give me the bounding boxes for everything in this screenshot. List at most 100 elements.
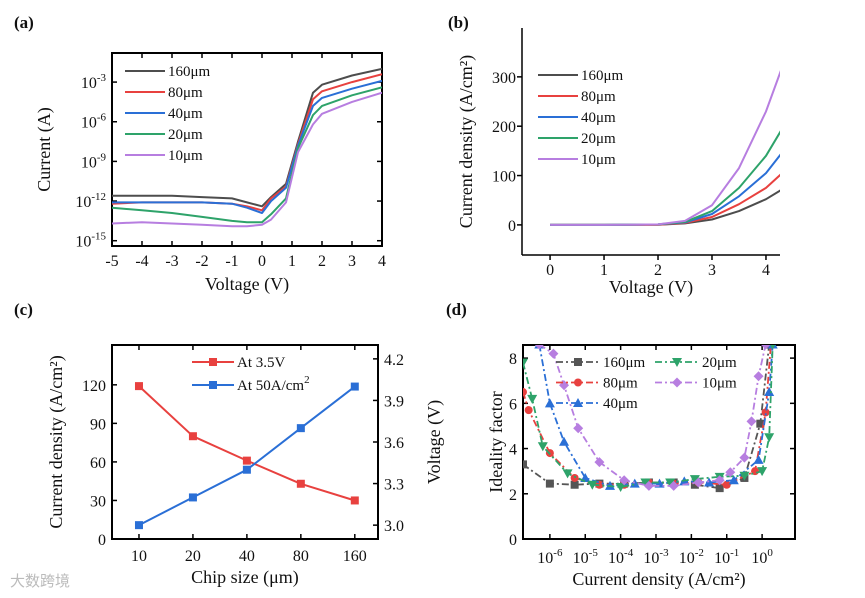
square-marker	[242, 456, 251, 465]
x-tick-label: 40	[239, 548, 255, 565]
y-tick-label: 60	[90, 455, 106, 472]
circle-marker	[574, 378, 582, 387]
y-right-axis-title: Voltage (V)	[424, 400, 445, 484]
circle-marker	[761, 408, 770, 417]
y-axis-title: Current density (A/cm²)	[456, 55, 477, 228]
y-tick-label: 6	[509, 396, 517, 413]
square-marker	[188, 493, 197, 502]
legend-item: 10μm	[125, 148, 203, 164]
panel-label-a: (a)	[14, 13, 34, 32]
series-layer	[523, 345, 778, 493]
x-axis-title: Voltage (V)	[609, 277, 693, 298]
diamond-marker	[672, 377, 682, 388]
x-tick-label: -5	[105, 253, 118, 270]
triangle-up-marker	[764, 387, 775, 397]
legend-item: 40μm	[125, 106, 203, 122]
legend-label: 160μm	[168, 64, 211, 80]
legend-item: 80μm	[556, 376, 638, 392]
series-line-10μm	[112, 91, 382, 228]
circle-marker	[524, 406, 533, 415]
y-tick-label: 90	[90, 416, 106, 433]
square-marker	[545, 479, 554, 488]
series-line-10μm	[550, 70, 780, 226]
x-axis-title: Current density (A/cm²)	[572, 569, 745, 590]
diamond-marker	[714, 475, 725, 486]
legend-label: 20μm	[168, 127, 203, 143]
x-tick-label: 2	[654, 262, 662, 279]
x-tick-label: 10	[131, 548, 147, 565]
legend-item: 20μm	[125, 127, 203, 143]
legend-label: 10μm	[581, 152, 616, 168]
square-marker	[756, 419, 765, 428]
diamond-marker	[725, 467, 736, 478]
legend-label: At 50A/cm2	[237, 374, 310, 394]
diamond-marker	[548, 348, 559, 359]
diamond-marker	[753, 371, 764, 382]
triangle-down-marker	[523, 358, 528, 368]
legend-label: 80μm	[581, 89, 616, 105]
x-tick-label: 80	[293, 548, 309, 565]
square-marker	[350, 382, 359, 391]
series-line-160μm	[112, 67, 382, 208]
triangle-down-marker	[665, 478, 676, 488]
square-marker	[296, 479, 305, 488]
legend-item: 20μm	[655, 355, 737, 371]
triangle-down-marker	[672, 358, 682, 367]
triangle-up-marker	[728, 475, 739, 485]
triangle-down-marker	[640, 478, 651, 488]
panel-c-chip-size: 10 20 40 80 160 0 30 60 90 120 3.0 3.3 3.6 3.9 4.2 Volt…	[46, 344, 445, 588]
x-tick-label: -3	[165, 253, 178, 270]
legend-item: 160μm	[556, 355, 646, 371]
x-tick-label: 3	[348, 253, 356, 270]
x-tick-label: 20	[185, 548, 201, 565]
y-right-tick-label: 3.0	[384, 518, 404, 535]
legend-item: 80μm	[538, 89, 616, 105]
square-marker	[188, 432, 197, 441]
legend-label: 160μm	[603, 355, 646, 371]
square-marker	[209, 358, 217, 366]
y-tick-label: 4	[509, 442, 517, 459]
x-tick-label: -1	[225, 253, 238, 270]
x-tick-label: 3	[708, 262, 716, 279]
legend-item: 160μm	[125, 64, 211, 80]
y-tick-label: 300	[492, 70, 516, 87]
square-marker	[134, 521, 143, 530]
y-axis-title: Current density (A/cm²)	[46, 355, 67, 528]
x-tick-label: 0	[546, 262, 554, 279]
x-tick-label: 4	[378, 253, 386, 270]
square-marker	[134, 382, 143, 391]
y-right-tick-label: 3.9	[384, 393, 404, 410]
legend-item: 40μm	[538, 110, 616, 126]
triangle-down-marker	[764, 433, 775, 443]
triangle-down-marker	[562, 469, 573, 479]
diamond-marker	[619, 475, 630, 486]
triangle-down-marker	[770, 345, 776, 350]
legend-label: 40μm	[603, 396, 638, 412]
square-marker	[209, 381, 217, 389]
x-tick-label: 1	[600, 262, 608, 279]
legend-item: At 3.5V	[192, 355, 286, 371]
y-tick-label: 2	[509, 487, 517, 504]
x-tick-label: 4	[762, 262, 770, 279]
legend-label: 10μm	[702, 376, 737, 392]
triangle-down-marker	[537, 442, 548, 452]
diamond-marker	[739, 452, 750, 463]
x-tick-label: 0	[258, 253, 266, 270]
series-layer	[134, 382, 359, 530]
series-layer	[112, 67, 382, 228]
legend-item: 20μm	[538, 131, 616, 147]
circle-marker	[722, 480, 731, 489]
x-axis-title: Chip size (μm)	[191, 567, 299, 588]
y-tick-label: 8	[509, 351, 517, 368]
legend-item: 40μm	[556, 396, 638, 412]
y-axis-title: Current (A)	[34, 107, 55, 191]
x-tick-label: 1	[288, 253, 296, 270]
y-right-tick-label: 3.6	[384, 435, 404, 452]
legend-item: 80μm	[125, 85, 203, 101]
diamond-marker	[761, 345, 771, 350]
legend-label: 40μm	[168, 106, 203, 122]
legend-item: 160μm	[538, 68, 624, 84]
panel-label-b: (b)	[448, 13, 469, 32]
triangle-down-marker	[757, 467, 768, 477]
